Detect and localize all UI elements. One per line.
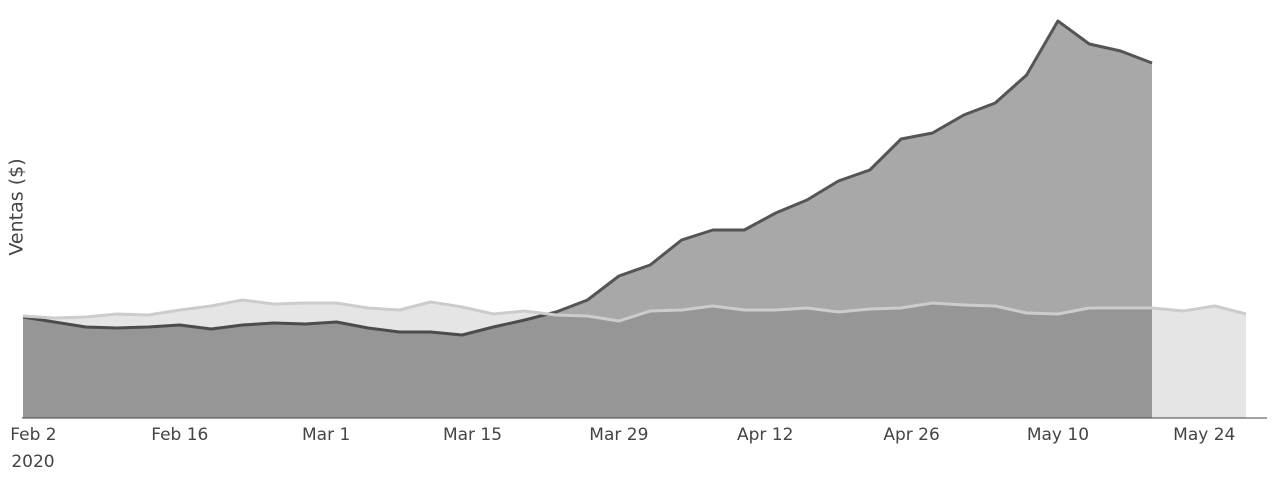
x-tick-label: Feb 2: [10, 425, 56, 445]
x-tick-label: Mar 29: [589, 425, 648, 445]
x-tick-year: 2020: [11, 452, 54, 472]
area-fill: [23, 300, 1247, 418]
x-tick-label: Feb 16: [151, 425, 208, 445]
y-axis-label: Ventas ($): [6, 158, 28, 255]
x-tick-label: Apr 26: [883, 425, 939, 445]
area-line: [22, 298, 1247, 323]
x-tick-label: Mar 15: [443, 425, 502, 445]
x-tick-label: Mar 1: [302, 425, 350, 445]
area-line: [22, 19, 1153, 337]
area-fill: [23, 21, 1152, 418]
x-tick-label: May 10: [1027, 425, 1089, 445]
x-tick-label: Apr 12: [737, 425, 793, 445]
x-tick-label: May 24: [1173, 425, 1235, 445]
